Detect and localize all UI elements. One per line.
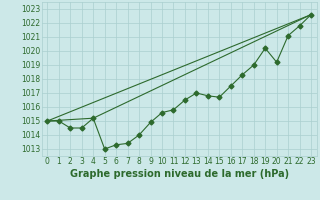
- X-axis label: Graphe pression niveau de la mer (hPa): Graphe pression niveau de la mer (hPa): [70, 169, 289, 179]
